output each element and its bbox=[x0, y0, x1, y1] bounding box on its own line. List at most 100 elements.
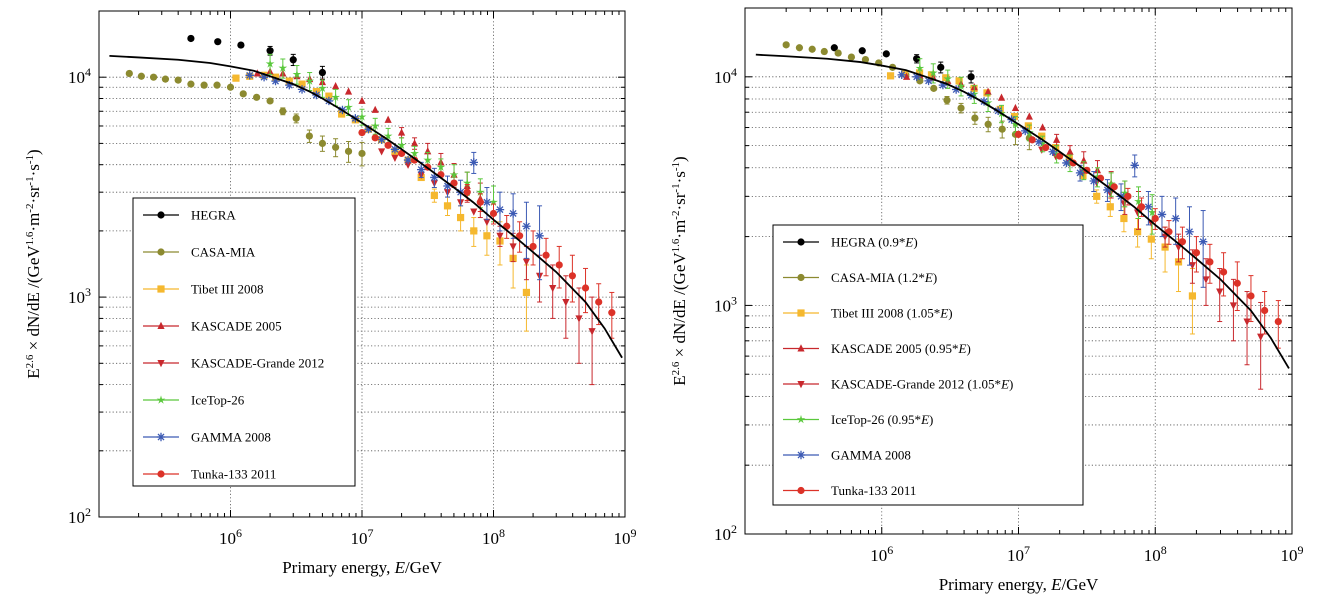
data-point bbox=[187, 80, 195, 88]
data-point bbox=[443, 181, 452, 191]
legend-label: GAMMA 2008 bbox=[831, 448, 911, 463]
data-point bbox=[324, 96, 334, 106]
data-point bbox=[482, 198, 492, 207]
data-point bbox=[1034, 137, 1044, 146]
data-point bbox=[187, 34, 195, 43]
data-point bbox=[318, 68, 327, 77]
data-point bbox=[279, 107, 287, 115]
y-tick-label: 103 bbox=[714, 293, 737, 315]
data-point bbox=[285, 80, 294, 90]
legend-label: CASA-MIA (1.2*E) bbox=[831, 270, 937, 285]
legend-item: KASCADE-Grande 2012 bbox=[143, 356, 324, 371]
data-point bbox=[1216, 288, 1224, 296]
data-point bbox=[475, 187, 485, 196]
data-point bbox=[483, 232, 491, 240]
data-point bbox=[913, 55, 921, 63]
legend-label: KASCADE 2005 (0.95*E) bbox=[831, 341, 971, 356]
data-point bbox=[1219, 268, 1228, 276]
data-point bbox=[1134, 228, 1142, 236]
axis-ticks bbox=[744, 7, 1293, 535]
x-tick-label: 106 bbox=[870, 543, 893, 565]
data-point bbox=[358, 128, 366, 137]
data-point bbox=[997, 93, 1006, 101]
data-point bbox=[450, 179, 458, 187]
data-point bbox=[403, 155, 413, 165]
data-point bbox=[364, 125, 373, 134]
data-point bbox=[470, 208, 478, 216]
legend-marker bbox=[797, 273, 805, 282]
legend-marker bbox=[796, 450, 806, 460]
legend-item: GAMMA 2008 bbox=[143, 430, 271, 445]
data-point bbox=[1247, 292, 1255, 300]
data-point bbox=[1274, 317, 1282, 326]
legend-item: Tibet III 2008 bbox=[143, 282, 263, 297]
data-point bbox=[1229, 302, 1238, 310]
data-point bbox=[463, 188, 471, 196]
data-point bbox=[125, 69, 133, 78]
data-point bbox=[292, 114, 300, 122]
data-point bbox=[1157, 210, 1167, 219]
legend-item: HEGRA (0.9*E) bbox=[783, 235, 918, 250]
data-point bbox=[516, 232, 524, 240]
data-point bbox=[397, 140, 406, 150]
legend-label: IceTop-26 (0.95*E) bbox=[831, 412, 933, 427]
data-point bbox=[462, 178, 472, 187]
data-point bbox=[542, 251, 550, 259]
data-point bbox=[271, 76, 280, 86]
legend-label: KASCADE-Grande 2012 (1.05*E) bbox=[831, 377, 1013, 392]
data-point bbox=[901, 70, 909, 78]
data-point bbox=[430, 173, 439, 182]
data-point bbox=[595, 298, 603, 306]
legend-marker bbox=[156, 395, 166, 404]
data-point bbox=[1011, 103, 1020, 112]
legend-item: IceTop-26 bbox=[143, 393, 245, 408]
data-point bbox=[325, 92, 333, 100]
data-point bbox=[509, 243, 517, 251]
x-tick-label: 108 bbox=[482, 526, 505, 548]
data-point bbox=[469, 158, 478, 167]
data-point bbox=[1144, 202, 1153, 211]
data-point bbox=[1120, 214, 1128, 223]
data-point bbox=[924, 76, 933, 86]
data-point bbox=[581, 284, 590, 292]
data-point bbox=[1178, 238, 1187, 246]
data-point bbox=[259, 72, 269, 82]
series-icetop-26-0-95-e bbox=[915, 58, 1157, 235]
data-point bbox=[861, 55, 870, 64]
data-point bbox=[1052, 149, 1061, 158]
data-point bbox=[1120, 200, 1128, 208]
legend-label: Tibet III 2008 bbox=[191, 282, 263, 297]
data-point bbox=[305, 76, 315, 85]
legend-item: CASA-MIA bbox=[143, 245, 256, 260]
data-point bbox=[338, 110, 346, 118]
legend-label: Tunka-133 2011 bbox=[831, 483, 916, 498]
data-point bbox=[1257, 333, 1265, 341]
x-tick-label: 109 bbox=[1281, 543, 1304, 565]
data-point bbox=[858, 47, 866, 55]
y-tick-label: 104 bbox=[68, 65, 91, 87]
y-tick-label: 102 bbox=[714, 522, 737, 544]
legend-marker bbox=[796, 414, 806, 424]
data-point bbox=[289, 56, 297, 64]
data-point bbox=[237, 41, 245, 49]
data-point bbox=[214, 38, 222, 46]
data-point bbox=[1056, 152, 1064, 160]
x-axis-label: Primary energy, E/GeV bbox=[282, 558, 442, 577]
data-point bbox=[956, 81, 966, 90]
data-point bbox=[417, 165, 426, 174]
data-point bbox=[938, 80, 948, 90]
data-point bbox=[1192, 249, 1201, 257]
data-point bbox=[1106, 179, 1116, 188]
data-point bbox=[522, 258, 531, 266]
legend-label: HEGRA (0.9*E) bbox=[831, 235, 918, 250]
y-tick-label: 102 bbox=[68, 505, 91, 527]
data-point bbox=[886, 72, 895, 80]
data-point bbox=[226, 83, 235, 91]
data-point bbox=[476, 198, 484, 206]
data-point bbox=[830, 44, 838, 52]
data-point bbox=[808, 45, 816, 53]
legend-item: HEGRA bbox=[143, 208, 236, 223]
data-point bbox=[928, 68, 938, 77]
x-tick-label: 107 bbox=[1007, 543, 1030, 565]
